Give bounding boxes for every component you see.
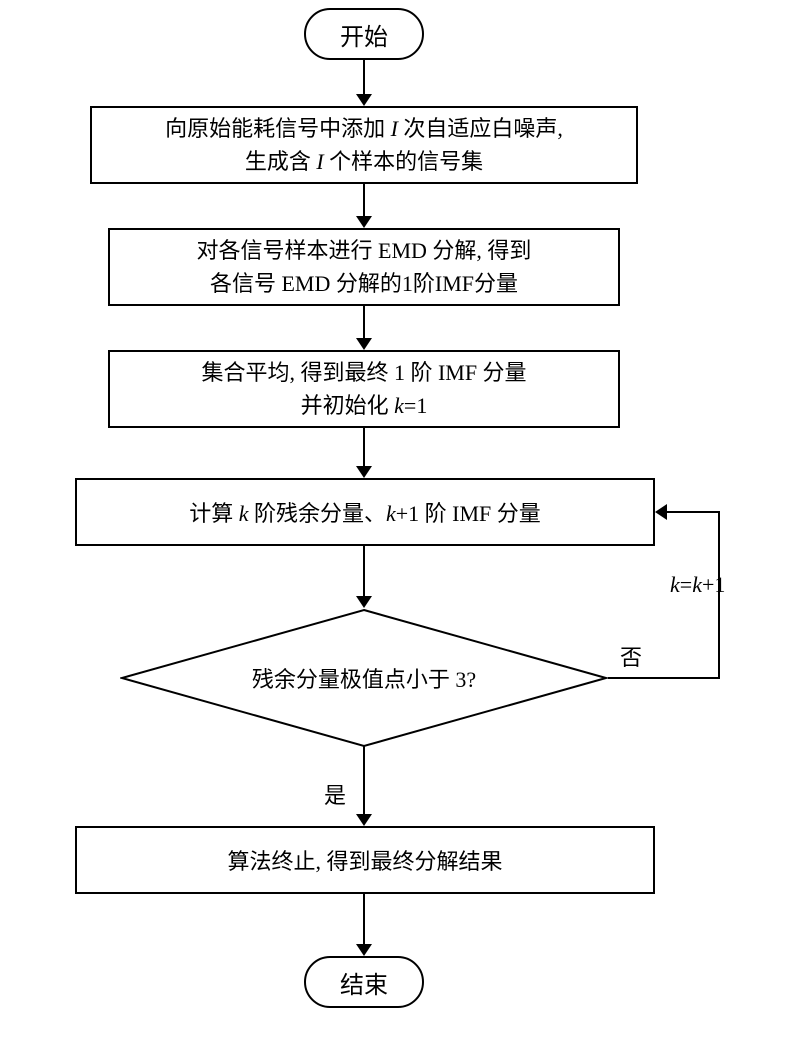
start-node: 开始 [304, 8, 424, 60]
step1-node: 向原始能耗信号中添加 I 次自适应白噪声, 生成含 I 个样本的信号集 [90, 106, 638, 184]
arrow-3-head [356, 338, 372, 350]
arrow-4-head [356, 466, 372, 478]
step1-text: 向原始能耗信号中添加 I 次自适应白噪声, 生成含 I 个样本的信号集 [165, 112, 563, 178]
step2-text: 对各信号样本进行 EMD 分解, 得到 各信号 EMD 分解的1阶IMF分量 [197, 234, 532, 300]
arrow-1-head [356, 94, 372, 106]
arrow-2 [363, 184, 365, 218]
arrow-3 [363, 306, 365, 340]
end-node: 结束 [304, 956, 424, 1008]
start-label: 开始 [340, 17, 388, 52]
decision-text: 残余分量极值点小于 3? [120, 608, 608, 748]
step4-node: 计算 k 阶残余分量、k+1 阶 IMF 分量 [75, 478, 655, 546]
arrow-7-head [356, 944, 372, 956]
arrow-7 [363, 894, 365, 946]
decision-node: 残余分量极值点小于 3? [120, 608, 608, 748]
step5-text: 算法终止, 得到最终分解结果 [227, 844, 502, 876]
arrow-6 [363, 746, 365, 816]
arrow-4 [363, 428, 365, 468]
arrow-2-head [356, 216, 372, 228]
arrow-5 [363, 546, 365, 598]
flowchart-container: 开始 向原始能耗信号中添加 I 次自适应白噪声, 生成含 I 个样本的信号集 对… [0, 0, 800, 1042]
yes-label: 是 [324, 778, 346, 810]
end-label: 结束 [340, 965, 388, 1000]
step4-text: 计算 k 阶残余分量、k+1 阶 IMF 分量 [189, 496, 541, 528]
arrow-1 [363, 60, 365, 96]
loop-h2 [667, 511, 720, 513]
arrow-5-head [356, 596, 372, 608]
loop-h1 [608, 677, 720, 679]
no-label: 否 [620, 640, 642, 672]
arrow-6-head [356, 814, 372, 826]
step3-node: 集合平均, 得到最终 1 阶 IMF 分量 并初始化 k=1 [108, 350, 620, 428]
step5-node: 算法终止, 得到最终分解结果 [75, 826, 655, 894]
loop-increment-label: k=k+1 [670, 572, 725, 598]
loop-head [655, 504, 667, 520]
step3-text: 集合平均, 得到最终 1 阶 IMF 分量 并初始化 k=1 [201, 356, 526, 422]
step2-node: 对各信号样本进行 EMD 分解, 得到 各信号 EMD 分解的1阶IMF分量 [108, 228, 620, 306]
